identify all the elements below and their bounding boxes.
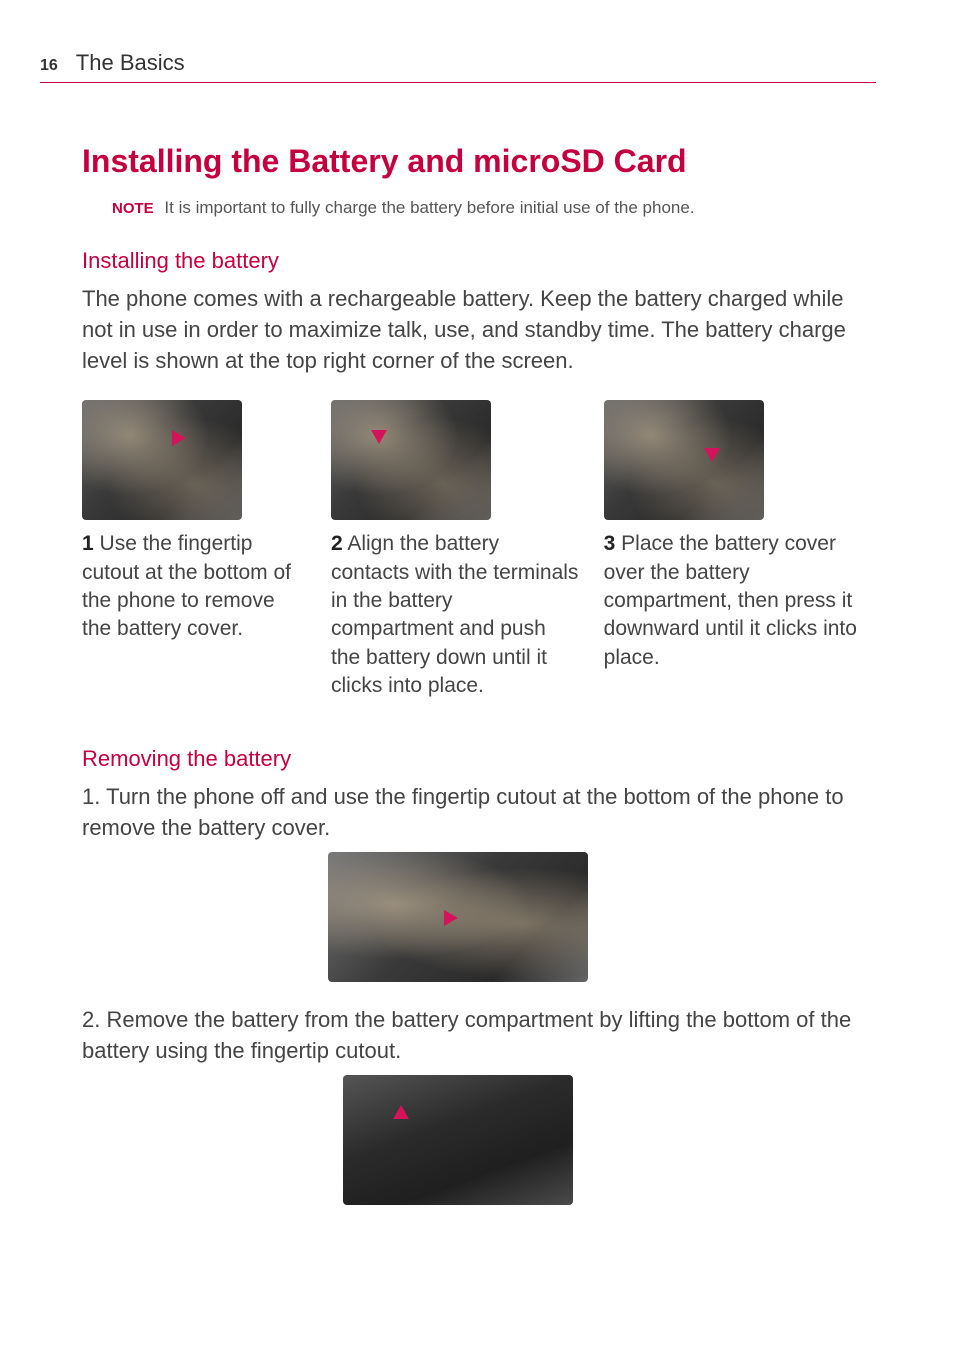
remove-2-text: Remove the battery from the battery comp…	[82, 1007, 851, 1063]
note-row: NOTE It is important to fully charge the…	[112, 198, 876, 218]
step-1-image	[82, 400, 242, 520]
step-1-text: 1 Use the fingertip cutout at the bottom…	[82, 530, 307, 643]
remove-1-text: Turn the phone off and use the fingertip…	[82, 784, 844, 840]
remove-1-num: 1.	[82, 784, 100, 809]
step-1: 1 Use the fingertip cutout at the bottom…	[82, 400, 307, 700]
step-2: 2 Align the battery contacts with the te…	[331, 400, 580, 700]
step-3-image	[604, 400, 764, 520]
step-3-text: 3 Place the battery cover over the batte…	[604, 530, 876, 672]
step-2-image	[331, 400, 491, 520]
remove-list: 1. Turn the phone off and use the finger…	[82, 782, 876, 844]
step-1-body: Use the fingertip cutout at the bottom o…	[82, 532, 291, 640]
install-heading: Installing the battery	[82, 248, 876, 274]
step-3-num: 3	[604, 532, 616, 555]
step-3-body: Place the battery cover over the battery…	[604, 532, 857, 668]
remove-2-image	[343, 1075, 573, 1205]
install-steps: 1 Use the fingertip cutout at the bottom…	[82, 400, 876, 700]
remove-2-num: 2.	[82, 1007, 100, 1032]
step-2-text: 2 Align the battery contacts with the te…	[331, 530, 580, 700]
remove-item-1: 1. Turn the phone off and use the finger…	[82, 782, 876, 844]
remove-1-image-wrap	[40, 852, 876, 987]
page-title: Installing the Battery and microSD Card	[82, 143, 876, 180]
remove-1-image	[328, 852, 588, 982]
step-2-num: 2	[331, 532, 343, 555]
step-1-num: 1	[82, 532, 94, 555]
step-3: 3 Place the battery cover over the batte…	[604, 400, 876, 700]
remove-item-2: 2. Remove the battery from the battery c…	[82, 1005, 876, 1067]
note-text: It is important to fully charge the batt…	[164, 198, 694, 217]
remove-2-image-wrap	[40, 1075, 876, 1210]
section-title: The Basics	[76, 50, 185, 76]
note-label: NOTE	[112, 200, 154, 217]
page-header: 16 The Basics	[40, 50, 876, 83]
page-number: 16	[40, 57, 58, 75]
remove-list-2: 2. Remove the battery from the battery c…	[82, 1005, 876, 1067]
remove-heading: Removing the battery	[82, 746, 876, 772]
step-2-body: Align the battery contacts with the term…	[331, 532, 578, 697]
install-intro: The phone comes with a rechargeable batt…	[82, 284, 876, 376]
